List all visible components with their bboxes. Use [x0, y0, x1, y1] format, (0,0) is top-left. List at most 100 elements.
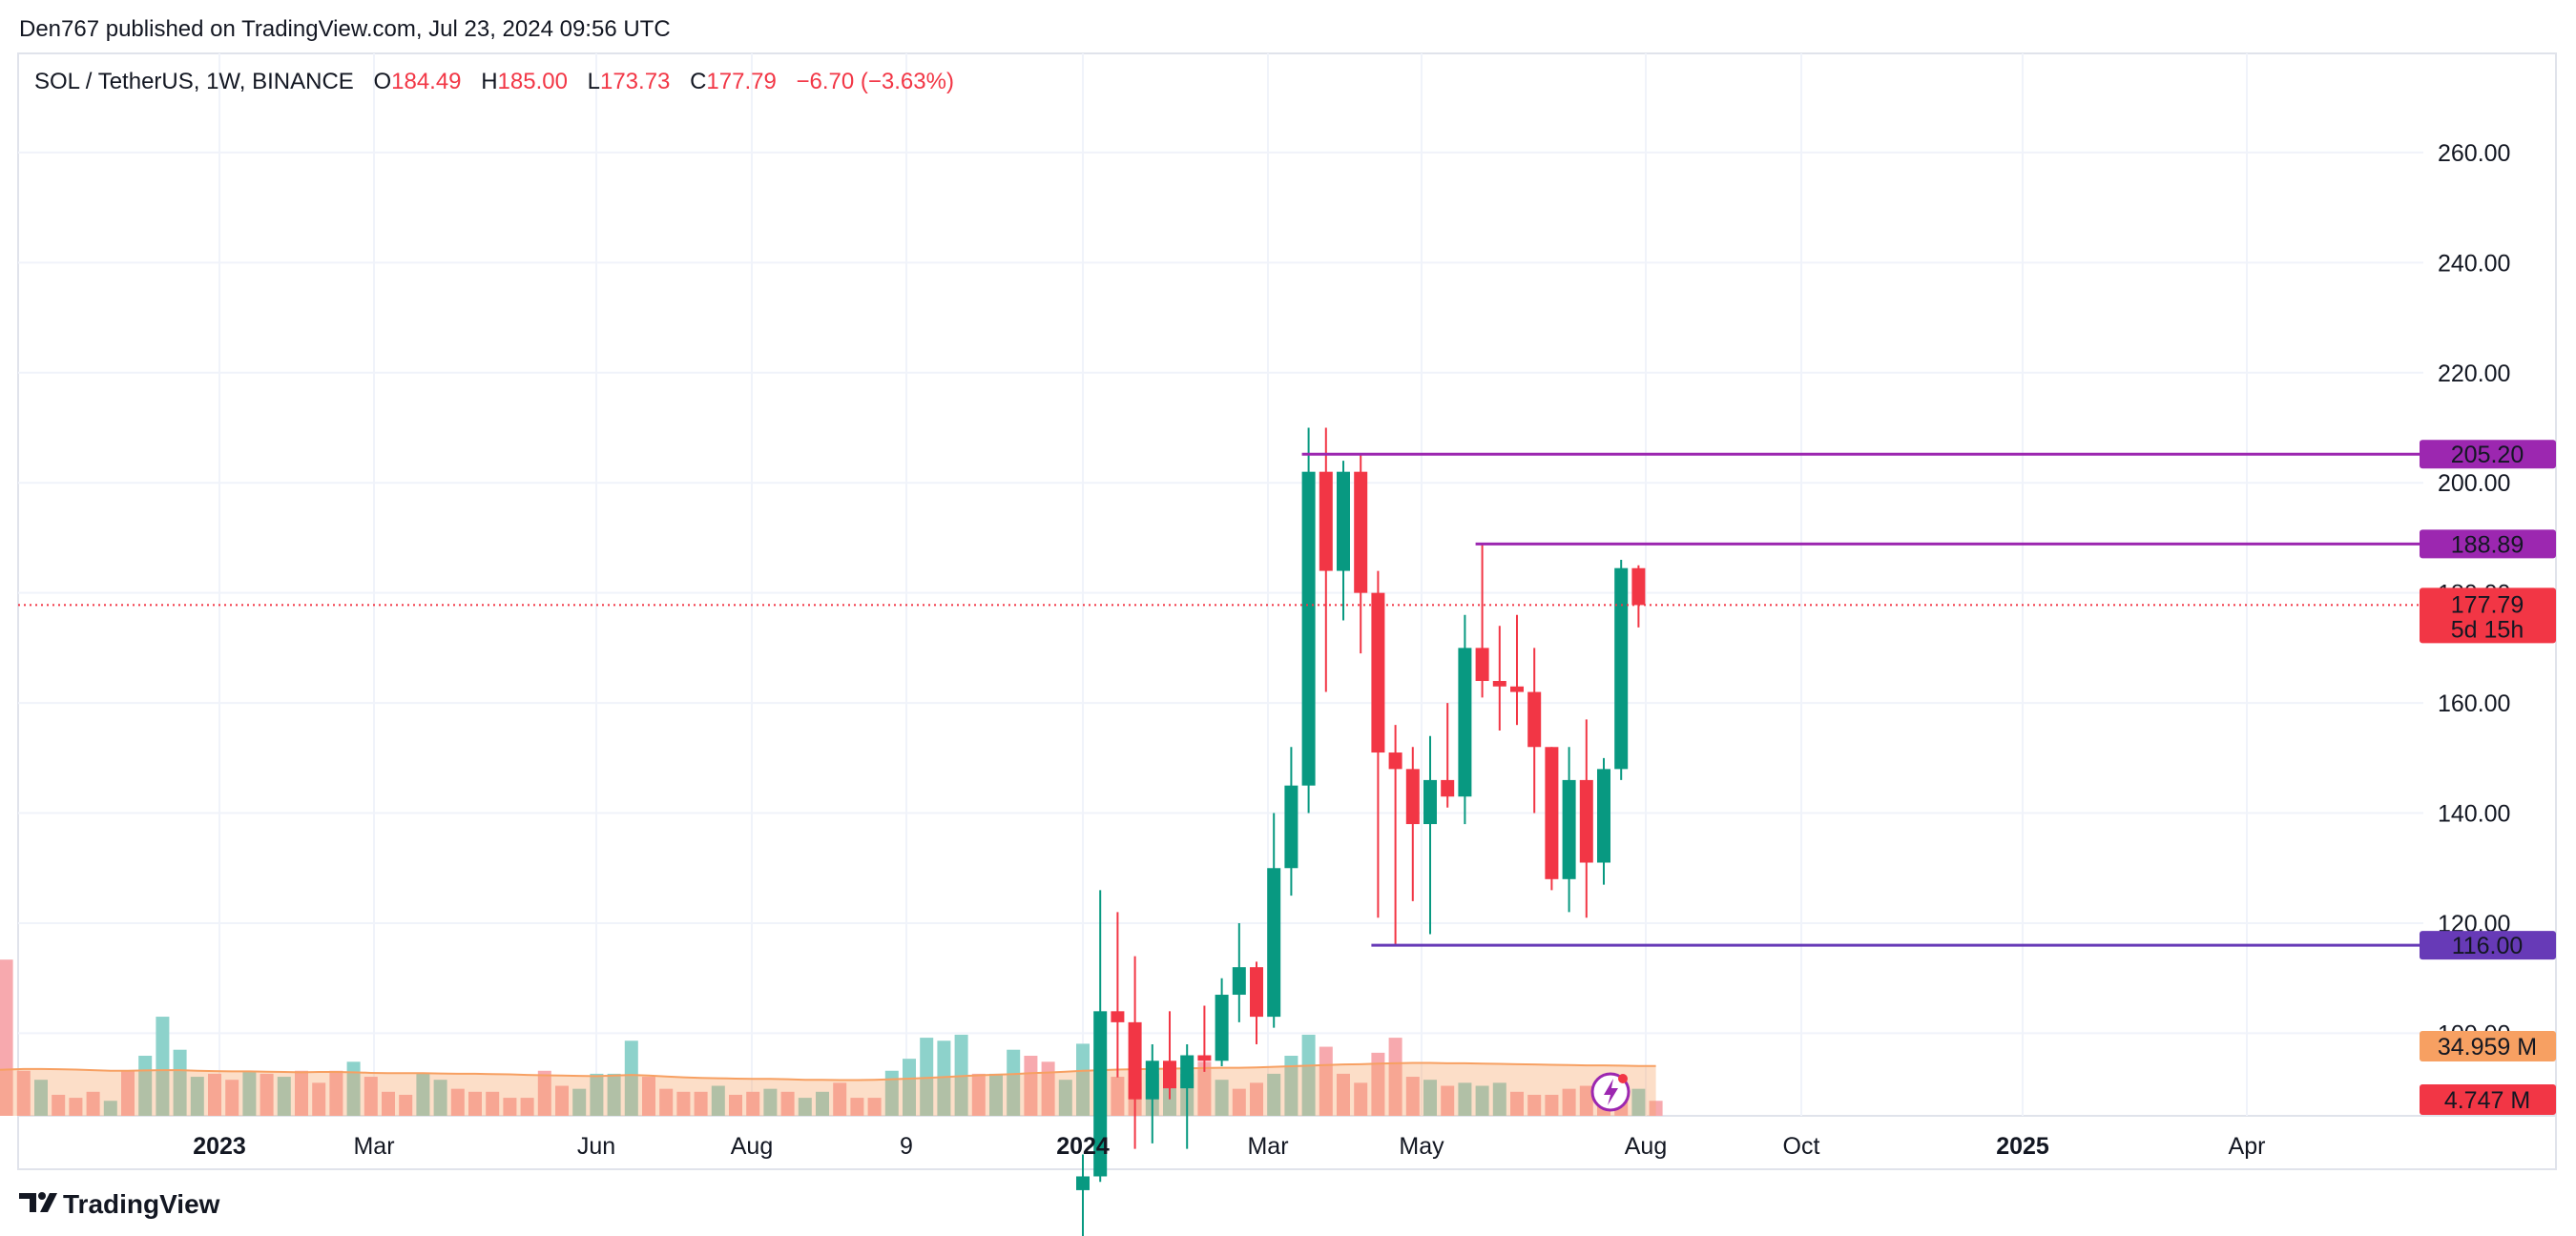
volume-bar: [1197, 1061, 1212, 1116]
volume-bar: [225, 1080, 239, 1116]
volume-bar: [295, 1070, 308, 1116]
candle-body: [1510, 686, 1524, 692]
volume-bar: [971, 1073, 986, 1116]
volume-bar: [173, 1049, 187, 1116]
candle: [1492, 626, 1506, 731]
level-label: 205.20: [2420, 440, 2556, 469]
candle: [1337, 461, 1350, 621]
level-label: 188.89: [2420, 529, 2556, 559]
volume-bar: [190, 1077, 204, 1116]
last-price-text: 177.79: [2451, 591, 2524, 618]
volume-bar: [694, 1091, 708, 1116]
time-axis[interactable]: 2023 Mar Jun Aug 9 2024 Mar May Aug Oct 2025 Apr: [193, 1133, 2265, 1160]
volume-bar: [208, 1073, 221, 1116]
horizontal-levels[interactable]: [18, 452, 2423, 947]
candle-body: [1319, 471, 1333, 571]
candle-body: [1562, 779, 1576, 879]
volume-bar: [903, 1059, 916, 1116]
candle-body: [1388, 752, 1402, 770]
volume-bar: [763, 1088, 778, 1116]
time-tick: Oct: [1783, 1133, 1820, 1160]
candle-body: [1163, 1061, 1176, 1089]
volume-bar: [399, 1094, 413, 1116]
candle-body: [1475, 648, 1489, 682]
candle: [1423, 735, 1437, 935]
tradingview-logo[interactable]: TradingView: [19, 1189, 220, 1219]
volume-bar: [277, 1077, 291, 1116]
volume-bar: [1041, 1061, 1055, 1116]
volume-bar: [52, 1094, 66, 1116]
level-label-bg: [2420, 931, 2556, 960]
volume-bar: [1545, 1094, 1559, 1116]
volume-bar: [780, 1091, 795, 1116]
change-value: −6.70 (−3.63%): [796, 69, 953, 94]
candle-body: [1405, 769, 1420, 825]
candle: [1111, 912, 1125, 1078]
level-label-bg: [2420, 440, 2556, 469]
candle: [1475, 544, 1489, 698]
candle-body: [1354, 471, 1368, 593]
volume-bar: [642, 1077, 655, 1116]
volume-bar: [1232, 1088, 1246, 1116]
candle: [1284, 747, 1298, 896]
volume-bar: [590, 1073, 604, 1116]
volume-bar: [1475, 1085, 1489, 1116]
volume-ma-label: 34.959 M: [2420, 1031, 2556, 1061]
price-tick: 220.00: [2438, 360, 2510, 387]
volume-ma-line: [0, 1061, 1656, 1082]
candle: [1354, 455, 1368, 654]
volume-bar: [1076, 1043, 1090, 1116]
time-tick: Mar: [1247, 1133, 1288, 1160]
candle: [1250, 961, 1263, 1044]
volume-bar: [1649, 1101, 1663, 1116]
volume-bar: [1423, 1080, 1437, 1116]
level-label-text: 116.00: [2452, 933, 2524, 959]
tradingview-brand-text: TradingView: [63, 1189, 220, 1219]
publisher-line: Den767 published on TradingView.com, Jul…: [19, 16, 671, 42]
price-tick: 160.00: [2438, 690, 2510, 717]
candle-body: [1545, 747, 1559, 879]
volume-bar: [1631, 1088, 1646, 1116]
candle-body: [1180, 1055, 1195, 1089]
candle-body: [1301, 471, 1316, 786]
volume-bar: [850, 1098, 864, 1116]
close-label: C: [690, 69, 706, 94]
candle: [1301, 427, 1316, 814]
level-label-text: 188.89: [2451, 531, 2524, 558]
time-tick: 2024: [1056, 1133, 1110, 1160]
symbol-label: SOL / TetherUS, 1W, BINANCE: [34, 69, 354, 94]
time-tick: 2023: [193, 1133, 246, 1160]
candle-body: [1337, 471, 1350, 571]
lightning-icon[interactable]: [1590, 1072, 1631, 1112]
volume-bar: [537, 1070, 551, 1116]
volume-ma-fill: [0, 1062, 1656, 1116]
time-tick: Jun: [577, 1133, 615, 1160]
volume-bar: [729, 1094, 742, 1116]
level-label-bg: [2420, 529, 2556, 559]
candle-body: [1631, 567, 1646, 606]
volume-bar: [1024, 1056, 1038, 1116]
candle: [1145, 1043, 1159, 1143]
volume-bar: [711, 1085, 725, 1116]
time-tick: 9: [900, 1133, 913, 1160]
volume-bar: [1058, 1080, 1072, 1116]
volume-bar: [937, 1040, 951, 1116]
ohlc-legend: SOL / TetherUS, 1W, BINANCE O184.49 H185…: [34, 69, 954, 94]
volume-bar: [69, 1098, 83, 1116]
candle: [1388, 725, 1402, 946]
volume-bar: [520, 1098, 534, 1116]
volume-bar: [450, 1088, 465, 1116]
volume-bar: [989, 1073, 1003, 1116]
volume-bar: [121, 1070, 135, 1116]
candle: [1267, 813, 1281, 1028]
volume-bar: [1215, 1080, 1229, 1116]
volume-bar: [312, 1082, 326, 1116]
level-label-text: 205.20: [2451, 442, 2524, 468]
chart-frame: [17, 52, 2557, 1170]
volume-bar: [833, 1082, 847, 1116]
price-tick: 140.00: [2438, 801, 2510, 828]
candle-body: [1232, 967, 1246, 996]
volume-bar: [329, 1070, 343, 1116]
volume-label: 4.747 M: [2420, 1084, 2556, 1115]
